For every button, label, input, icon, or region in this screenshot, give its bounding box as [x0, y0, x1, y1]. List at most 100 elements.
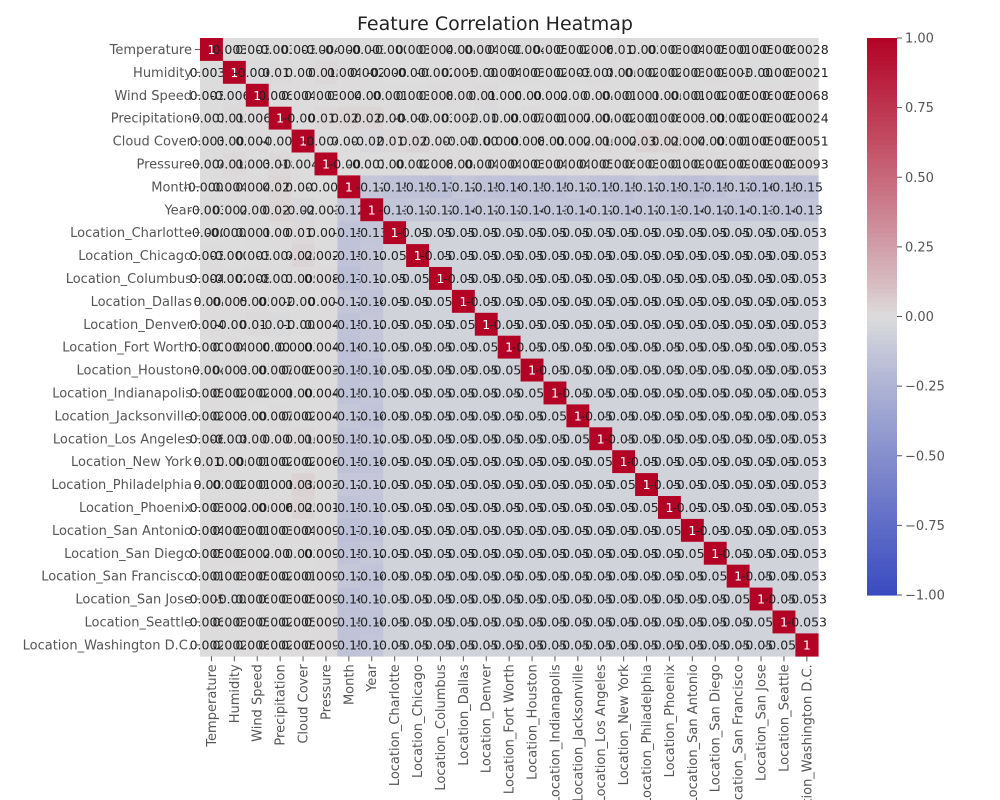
heatmap-cell	[268, 106, 292, 130]
cell-value-label: -0.053	[741, 431, 781, 446]
cell-value-label: -0.15	[333, 248, 365, 263]
heatmap-cell	[635, 450, 659, 474]
heatmap-cell	[222, 244, 247, 268]
heatmap-cell	[635, 587, 659, 611]
heatmap-cell	[589, 518, 613, 543]
heatmap-cell	[200, 60, 224, 85]
cell-value-label: -0.053	[604, 225, 644, 240]
heatmap-cell	[497, 473, 521, 497]
colorbar-segment	[867, 390, 897, 397]
cell-value-label: -0.053	[397, 225, 437, 240]
colorbar-segment	[867, 177, 897, 183]
heatmap-cell	[635, 427, 659, 451]
heatmap-cell	[635, 289, 659, 314]
heatmap-cell	[474, 381, 498, 405]
cell-value-label: 0.003	[491, 111, 527, 126]
heatmap-cell	[337, 610, 361, 634]
cell-value-label: 0.0031	[212, 42, 256, 57]
heatmap-cell	[589, 38, 613, 62]
heatmap-cell	[703, 312, 727, 336]
heatmap-cell	[222, 496, 247, 520]
heatmap-cell	[222, 610, 247, 634]
cell-value-label: 0.0015	[190, 569, 234, 584]
heatmap-cell	[200, 38, 224, 62]
heatmap-cell	[795, 381, 819, 405]
colorbar-segment	[867, 214, 897, 220]
colorbar-segment	[867, 158, 897, 164]
cell-value-label: -0.053	[626, 592, 666, 607]
heatmap-cell	[406, 450, 430, 474]
heatmap-cell	[429, 587, 453, 611]
heatmap-cell	[612, 404, 636, 428]
cell-value-label: 0.0093	[693, 156, 737, 171]
colorbar-segment	[867, 284, 897, 290]
cell-value-label: -0.053	[512, 614, 552, 629]
heatmap-cell	[749, 518, 773, 543]
colorbar-segment	[867, 279, 897, 285]
cell-value-label: -0.053	[626, 248, 666, 263]
heatmap-cell	[726, 610, 750, 634]
colorbar-segment	[867, 400, 897, 406]
heatmap-cell	[635, 404, 659, 428]
heatmap-cell	[337, 152, 361, 176]
heatmap-cell	[749, 564, 773, 588]
heatmap-cell	[635, 83, 659, 107]
column-label: Location_Columbus	[434, 664, 449, 791]
heatmap-cell	[360, 60, 384, 85]
colorbar-segment	[867, 353, 897, 359]
cell-value-label: -0.053	[420, 340, 460, 355]
row-label: Location_Columbus	[66, 272, 193, 287]
heatmap-cell	[589, 381, 613, 405]
cell-value-label: 0.0093	[785, 156, 829, 171]
heatmap-cell	[543, 267, 567, 291]
cell-value-label: 0.0079	[258, 408, 302, 423]
cell-value-label: 0.0018	[373, 88, 417, 103]
cell-value-label: -0.053	[466, 546, 506, 561]
cell-value-label: 0.0067	[579, 42, 623, 57]
chart-title: Feature Correlation Heatmap	[357, 13, 633, 35]
heatmap-cell	[589, 541, 613, 565]
colorbar-segment	[867, 395, 897, 401]
heatmap-cell	[795, 129, 819, 153]
heatmap-cell	[658, 473, 682, 497]
heatmap-cell	[520, 587, 544, 611]
cell-value-label: -0.053	[764, 569, 804, 584]
heatmap-cell	[566, 358, 590, 382]
heatmap-cell	[543, 289, 567, 314]
heatmap-cell	[429, 221, 453, 245]
heatmap-cell	[383, 83, 407, 107]
cell-value-label: -0.15	[333, 317, 365, 332]
heatmap-cell	[383, 175, 407, 199]
heatmap-cell	[658, 633, 682, 657]
heatmap-cell	[703, 473, 727, 497]
cell-value-label: 0.0093	[304, 592, 348, 607]
cell-value-label: 0.0067	[190, 431, 234, 446]
colorbar-segment	[867, 543, 897, 550]
heatmap-cell	[520, 450, 544, 474]
cell-value-label: 0.003	[354, 88, 390, 103]
cell-value-label: -0.053	[443, 523, 483, 538]
cell-value-label: -0.16	[333, 340, 365, 355]
cell-value-label: -0.053	[375, 454, 415, 469]
cell-value-label: 0.0041	[190, 523, 234, 538]
heatmap-cell	[703, 38, 727, 62]
heatmap-cell	[200, 473, 224, 497]
heatmap-cell	[520, 267, 544, 291]
cell-value-label: 0.038	[285, 477, 321, 492]
heatmap-cell	[612, 106, 636, 130]
cell-value-label: 0.0064	[762, 42, 806, 57]
heatmap-cell	[360, 450, 384, 474]
cell-value-label: -0.15	[333, 431, 365, 446]
column-label: Humidity	[228, 664, 243, 723]
heatmap-cell	[749, 289, 773, 314]
heatmap-cell	[314, 106, 338, 130]
cell-value-label: 0.0065	[235, 111, 279, 126]
cell-value-label: -0.053	[558, 248, 598, 263]
heatmap-cell	[245, 289, 269, 314]
cell-value-label: 0.0031	[510, 65, 554, 80]
heatmap-cell	[520, 381, 544, 405]
heatmap-cell	[406, 267, 430, 291]
cell-value-label: 0.011	[262, 65, 298, 80]
cell-value-label: -0.053	[466, 637, 506, 652]
cell-value-label: 0.0028	[350, 65, 394, 80]
